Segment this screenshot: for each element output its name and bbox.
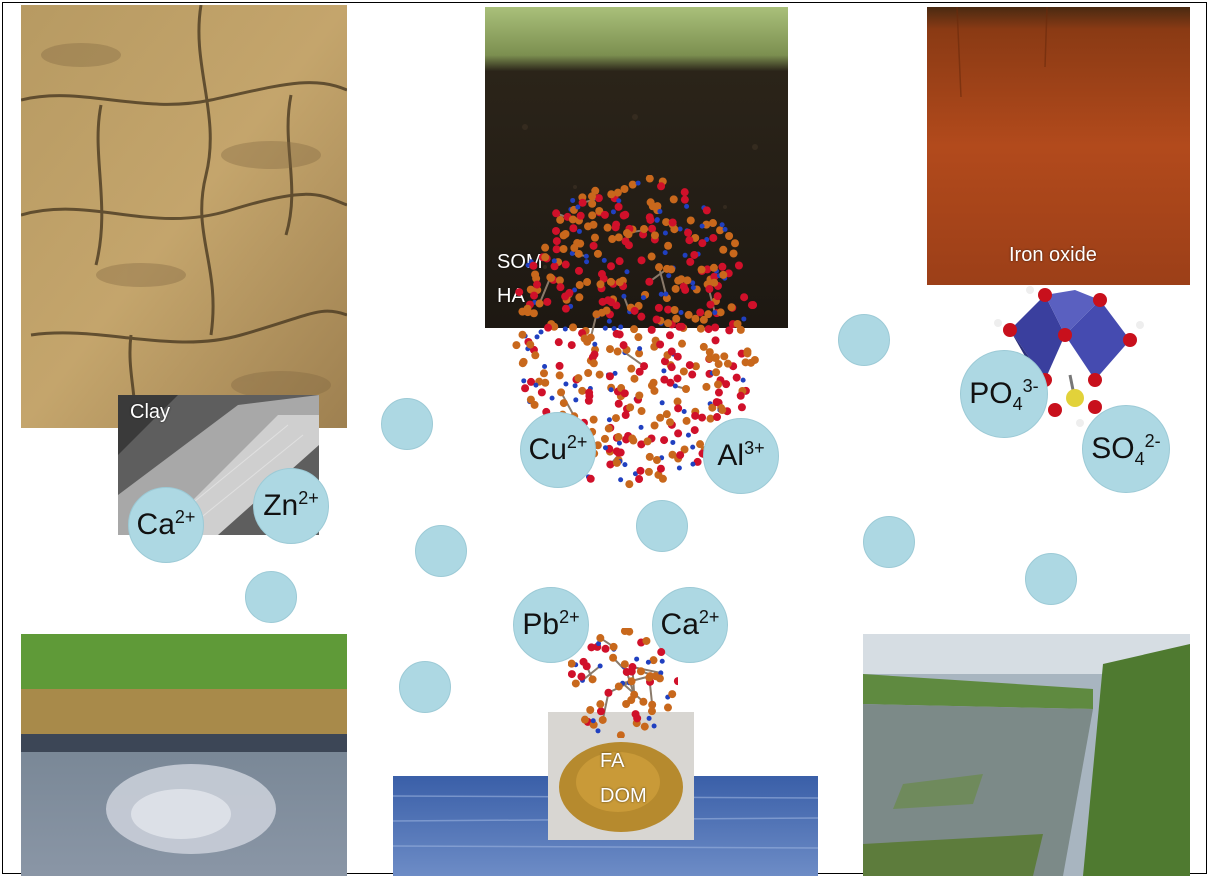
clay-label: Clay bbox=[130, 401, 171, 423]
ion-po4: PO43- bbox=[960, 350, 1048, 438]
grass-bank-water-photo bbox=[21, 634, 347, 876]
fulvic-acid-powder-photo bbox=[548, 712, 694, 840]
empty-ion-circle bbox=[381, 398, 433, 450]
ion-zn: Zn2+ bbox=[253, 468, 329, 544]
iron-oxide-label: Iron oxide bbox=[1009, 244, 1097, 266]
fulvic-acid-molecule bbox=[568, 628, 678, 738]
fa-label: FA bbox=[600, 750, 625, 772]
empty-ion-circle bbox=[1025, 553, 1077, 605]
dom-label: DOM bbox=[600, 785, 647, 807]
empty-ion-circle bbox=[863, 516, 915, 568]
empty-ion-circle bbox=[838, 314, 890, 366]
ion-cu: Cu2+ bbox=[520, 412, 596, 488]
empty-ion-circle bbox=[415, 525, 467, 577]
iron-oxide-soil-photo bbox=[927, 7, 1190, 285]
ion-ca-clay: Ca2+ bbox=[128, 487, 204, 563]
ion-al: Al3+ bbox=[703, 418, 779, 494]
dry-clay-soil-photo bbox=[21, 5, 347, 428]
ion-so4: SO42- bbox=[1082, 405, 1170, 493]
canal-landscape-photo bbox=[863, 634, 1190, 876]
empty-ion-circle bbox=[636, 500, 688, 552]
empty-ion-circle bbox=[399, 661, 451, 713]
ion-pb: Pb2+ bbox=[513, 587, 589, 663]
empty-ion-circle bbox=[245, 571, 297, 623]
